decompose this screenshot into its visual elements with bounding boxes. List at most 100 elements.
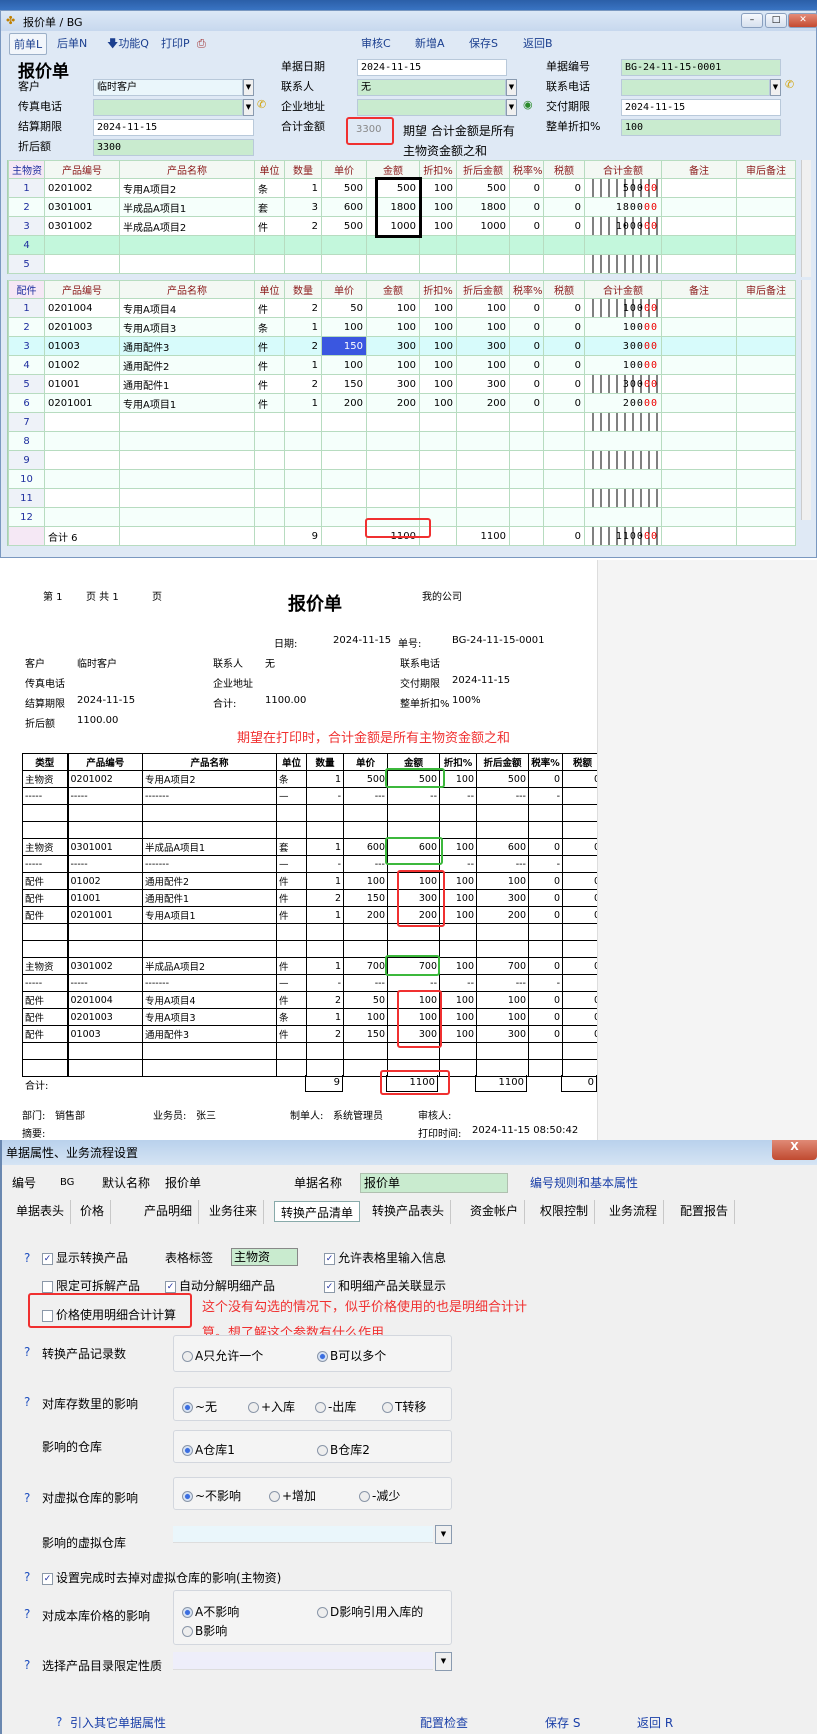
cell-code[interactable] (44, 235, 120, 255)
grid-label[interactable]: 配件 (8, 280, 45, 299)
cell-unit[interactable]: 条 (254, 178, 285, 198)
cell-code[interactable]: 01002 (44, 355, 120, 375)
cell-rate[interactable]: 0 (509, 178, 544, 198)
cell-name[interactable] (119, 469, 255, 489)
row-number[interactable]: 2 (8, 317, 45, 337)
cell-remark2[interactable] (736, 298, 796, 318)
tab-5[interactable]: 转换产品表头 (366, 1200, 452, 1224)
cell-name[interactable] (119, 507, 255, 527)
cell-remark[interactable] (661, 216, 737, 236)
radio-cost-b[interactable]: B影响 (182, 1623, 227, 1639)
linked-display-checkbox[interactable]: ✓ 和明细产品关联显示 (324, 1278, 446, 1294)
column-header[interactable]: 税率% (509, 280, 544, 299)
cell-code[interactable] (44, 254, 120, 274)
cell-name[interactable]: 专用A项目4 (119, 298, 255, 318)
cell-after[interactable]: 100 (456, 355, 510, 375)
cell-qty[interactable] (284, 488, 322, 508)
row-number[interactable]: 9 (8, 450, 45, 470)
cell-amount[interactable]: 100 (366, 355, 420, 375)
cell-ledger[interactable]: 100000 (584, 216, 662, 236)
cell-price[interactable] (321, 507, 367, 527)
cell-remark[interactable] (661, 469, 737, 489)
cell-qty[interactable] (284, 412, 322, 432)
cell-disc[interactable]: 100 (419, 178, 457, 198)
config-check-button[interactable]: 配置检查 (420, 1716, 469, 1730)
cell-ledger[interactable] (584, 488, 662, 508)
cell-price[interactable]: 150 (321, 336, 367, 356)
cell-name[interactable] (119, 431, 255, 451)
printer-icon[interactable]: ⎙ (197, 37, 206, 50)
row-number[interactable]: 1 (8, 178, 45, 198)
scrollbar[interactable] (801, 160, 811, 277)
cell-disc[interactable]: 100 (419, 336, 457, 356)
cell-rate[interactable] (509, 469, 544, 489)
cell-name[interactable]: 专用A项目2 (119, 178, 255, 198)
cell-price[interactable]: 500 (321, 216, 367, 236)
cell-remark2[interactable] (736, 374, 796, 394)
help-icon[interactable]: ? (24, 1607, 31, 1621)
cell-ledger[interactable] (584, 412, 662, 432)
cell-remark[interactable] (661, 178, 737, 198)
settle-field[interactable]: 2024-11-15 (93, 119, 254, 136)
cell-rate[interactable] (509, 431, 544, 451)
column-header[interactable]: 金额 (366, 160, 420, 179)
cell-rate[interactable] (509, 507, 544, 527)
cell-unit[interactable] (254, 412, 285, 432)
cell-rate[interactable]: 0 (509, 393, 544, 413)
cell-rate[interactable] (509, 450, 544, 470)
cell-qty[interactable]: 2 (284, 336, 322, 356)
cell-disc[interactable]: 100 (419, 374, 457, 394)
column-header[interactable]: 金额 (366, 280, 420, 299)
column-header[interactable]: 合计金额 (584, 160, 662, 179)
help-icon[interactable]: ? (24, 1570, 31, 1584)
cell-name[interactable]: 半成品A项目1 (119, 197, 255, 217)
help-icon[interactable]: ? (56, 1715, 63, 1729)
cell-disc[interactable]: 100 (419, 317, 457, 337)
cell-amount[interactable]: 300 (366, 336, 420, 356)
cell-tax[interactable]: 0 (543, 178, 585, 198)
cell-amount[interactable] (366, 431, 420, 451)
tab-9[interactable]: 配置报告 (674, 1200, 736, 1224)
cell-price[interactable]: 100 (321, 355, 367, 375)
column-header[interactable]: 审后备注 (736, 280, 796, 299)
import-link[interactable]: 引入其它单据属性 (70, 1716, 167, 1730)
address-field[interactable] (357, 99, 506, 116)
cell-tax[interactable]: 0 (543, 197, 585, 217)
cell-unit[interactable]: 件 (254, 298, 285, 318)
table-row[interactable]: 10 (8, 469, 796, 489)
cell-name[interactable] (119, 450, 255, 470)
radio-cost-none[interactable]: A不影响 (182, 1604, 239, 1620)
cell-disc[interactable] (419, 450, 457, 470)
cell-tax[interactable]: 0 (543, 393, 585, 413)
limit-split-checkbox[interactable]: 限定可拆解产品 (42, 1278, 140, 1294)
fax-dropdown[interactable]: ▼ (243, 99, 254, 116)
cell-remark2[interactable] (736, 254, 796, 274)
cell-disc[interactable] (419, 254, 457, 274)
scrollbar[interactable] (801, 280, 811, 520)
cell-rate[interactable]: 0 (509, 298, 544, 318)
cell-unit[interactable]: 件 (254, 355, 285, 375)
cell-remark[interactable] (661, 393, 737, 413)
table-row[interactable]: 2 0201003 专用A项目3 条 1 100 100 100 100 0 0 10000 (8, 317, 796, 337)
row-number[interactable]: 4 (8, 235, 45, 255)
new-button[interactable]: 新增A (415, 37, 445, 50)
cell-tax[interactable] (543, 450, 585, 470)
row-number[interactable]: 6 (8, 393, 45, 413)
cell-remark2[interactable] (736, 507, 796, 527)
customer-field[interactable]: 临时客户 (93, 79, 243, 96)
cell-tax[interactable] (543, 412, 585, 432)
column-header[interactable]: 税率% (509, 160, 544, 179)
cell-remark[interactable] (661, 374, 737, 394)
cell-after[interactable]: 1800 (456, 197, 510, 217)
cell-remark2[interactable] (736, 393, 796, 413)
cell-qty[interactable] (284, 450, 322, 470)
cell-unit[interactable] (254, 235, 285, 255)
cell-remark2[interactable] (736, 488, 796, 508)
back-button[interactable]: 返回 R (637, 1716, 674, 1730)
cell-amount[interactable] (366, 254, 420, 274)
minimize-button[interactable]: – (741, 13, 763, 28)
cell-code[interactable] (44, 488, 120, 508)
row-number[interactable]: 4 (8, 355, 45, 375)
table-row[interactable]: 4 01002 通用配件2 件 1 100 100 100 100 0 0 10000 (8, 355, 796, 375)
contact-dropdown[interactable]: ▼ (506, 79, 517, 96)
